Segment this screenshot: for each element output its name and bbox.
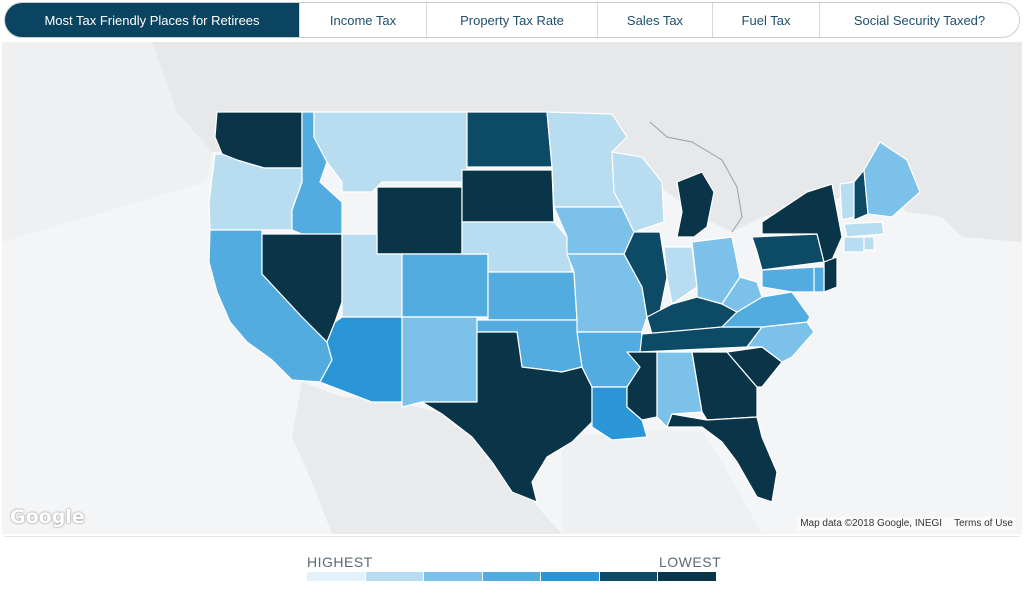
legend-swatch-4 [482, 572, 542, 581]
state-md[interactable] [761, 266, 818, 293]
mexico-landmass [292, 382, 562, 534]
state-sd[interactable] [461, 169, 555, 223]
state-ma[interactable] [843, 221, 885, 238]
state-ks[interactable] [487, 271, 578, 321]
state-tx[interactable] [421, 331, 593, 503]
tab-income-tax[interactable]: Income Tax [300, 3, 427, 37]
map-data-credit: Map data ©2018 Google, INEGI [800, 518, 943, 529]
legend-area [0, 536, 1024, 602]
choropleth-map[interactable]: Google Map data ©2018 Google, INEGI Term… [2, 42, 1022, 534]
state-wv[interactable] [721, 276, 763, 313]
state-vt[interactable] [839, 181, 855, 221]
legend-swatch-6 [599, 572, 659, 581]
pacific-ocean [2, 42, 212, 242]
legend-swatch-1 [307, 572, 366, 581]
tab-fuel-tax[interactable]: Fuel Tax [713, 3, 820, 37]
state-co[interactable] [401, 253, 489, 318]
tab-bar: Most Tax Friendly Places for Retirees In… [4, 2, 1020, 38]
legend-color-scale [307, 572, 717, 581]
legend-lowest-label: LOWEST [659, 554, 722, 570]
state-me[interactable] [863, 141, 921, 218]
legend-swatch-3 [424, 572, 483, 581]
google-logo: Google [10, 506, 85, 528]
state-nj[interactable] [823, 256, 838, 293]
state-nm[interactable] [401, 316, 478, 408]
legend-swatch-5 [541, 572, 600, 581]
state-mi[interactable] [676, 171, 715, 238]
states-layer [208, 111, 921, 503]
border-line [649, 121, 743, 233]
state-in[interactable] [663, 246, 698, 305]
tab-sales-tax[interactable]: Sales Tax [598, 3, 713, 37]
gulf-of-mexico [562, 430, 762, 534]
map-canvas[interactable] [2, 42, 1022, 534]
state-ct[interactable] [843, 236, 865, 253]
map-attribution: Map data ©2018 Google, INEGI Terms of Us… [797, 517, 1016, 530]
state-ri[interactable] [863, 236, 875, 251]
terms-of-use-link[interactable]: Terms of Use [954, 518, 1013, 529]
state-de[interactable] [813, 266, 825, 293]
legend-swatch-7 [658, 572, 717, 581]
tab-social-security-taxed[interactable]: Social Security Taxed? [853, 12, 986, 28]
state-wi[interactable] [611, 151, 665, 233]
tab-most-tax-friendly[interactable]: Most Tax Friendly Places for Retirees [5, 3, 300, 37]
legend-highest-label: HIGHEST [307, 554, 373, 570]
legend-divider [4, 536, 1020, 537]
state-fl[interactable] [666, 413, 778, 503]
tab-property-tax-rate[interactable]: Property Tax Rate [427, 3, 598, 37]
state-sc[interactable] [726, 346, 783, 388]
state-wy[interactable] [376, 186, 463, 255]
legend-swatch-2 [365, 572, 425, 581]
state-nd[interactable] [466, 111, 553, 168]
